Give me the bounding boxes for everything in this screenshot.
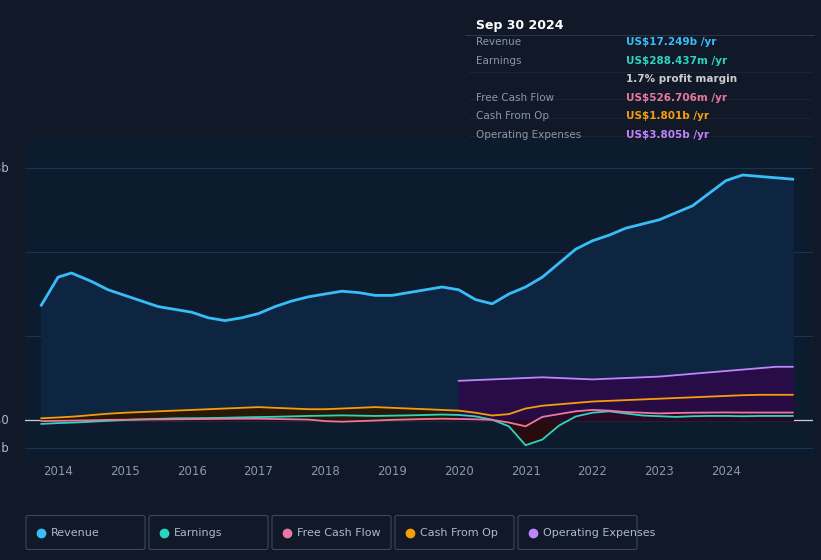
Text: -US$2b: -US$2b xyxy=(0,441,9,455)
Text: Operating Expenses: Operating Expenses xyxy=(543,528,655,538)
Text: US$3.805b /yr: US$3.805b /yr xyxy=(626,130,709,140)
Text: Free Cash Flow: Free Cash Flow xyxy=(475,93,553,103)
Text: US$288.437m /yr: US$288.437m /yr xyxy=(626,56,727,66)
Text: US$526.706m /yr: US$526.706m /yr xyxy=(626,93,727,103)
Text: US$17.249b /yr: US$17.249b /yr xyxy=(626,38,717,48)
FancyBboxPatch shape xyxy=(395,516,514,549)
Text: Cash From Op: Cash From Op xyxy=(475,111,548,122)
Text: Revenue: Revenue xyxy=(51,528,99,538)
Text: Operating Expenses: Operating Expenses xyxy=(475,130,580,140)
Text: Free Cash Flow: Free Cash Flow xyxy=(297,528,381,538)
FancyBboxPatch shape xyxy=(272,516,391,549)
Text: Sep 30 2024: Sep 30 2024 xyxy=(475,19,563,32)
FancyBboxPatch shape xyxy=(149,516,268,549)
FancyBboxPatch shape xyxy=(26,516,145,549)
Text: US$0: US$0 xyxy=(0,413,9,427)
Text: Revenue: Revenue xyxy=(475,38,521,48)
Text: Earnings: Earnings xyxy=(174,528,222,538)
FancyBboxPatch shape xyxy=(518,516,637,549)
Text: Earnings: Earnings xyxy=(475,56,521,66)
Text: US$18b: US$18b xyxy=(0,161,9,175)
Text: 1.7% profit margin: 1.7% profit margin xyxy=(626,74,737,85)
Text: Cash From Op: Cash From Op xyxy=(420,528,498,538)
Text: US$1.801b /yr: US$1.801b /yr xyxy=(626,111,709,122)
